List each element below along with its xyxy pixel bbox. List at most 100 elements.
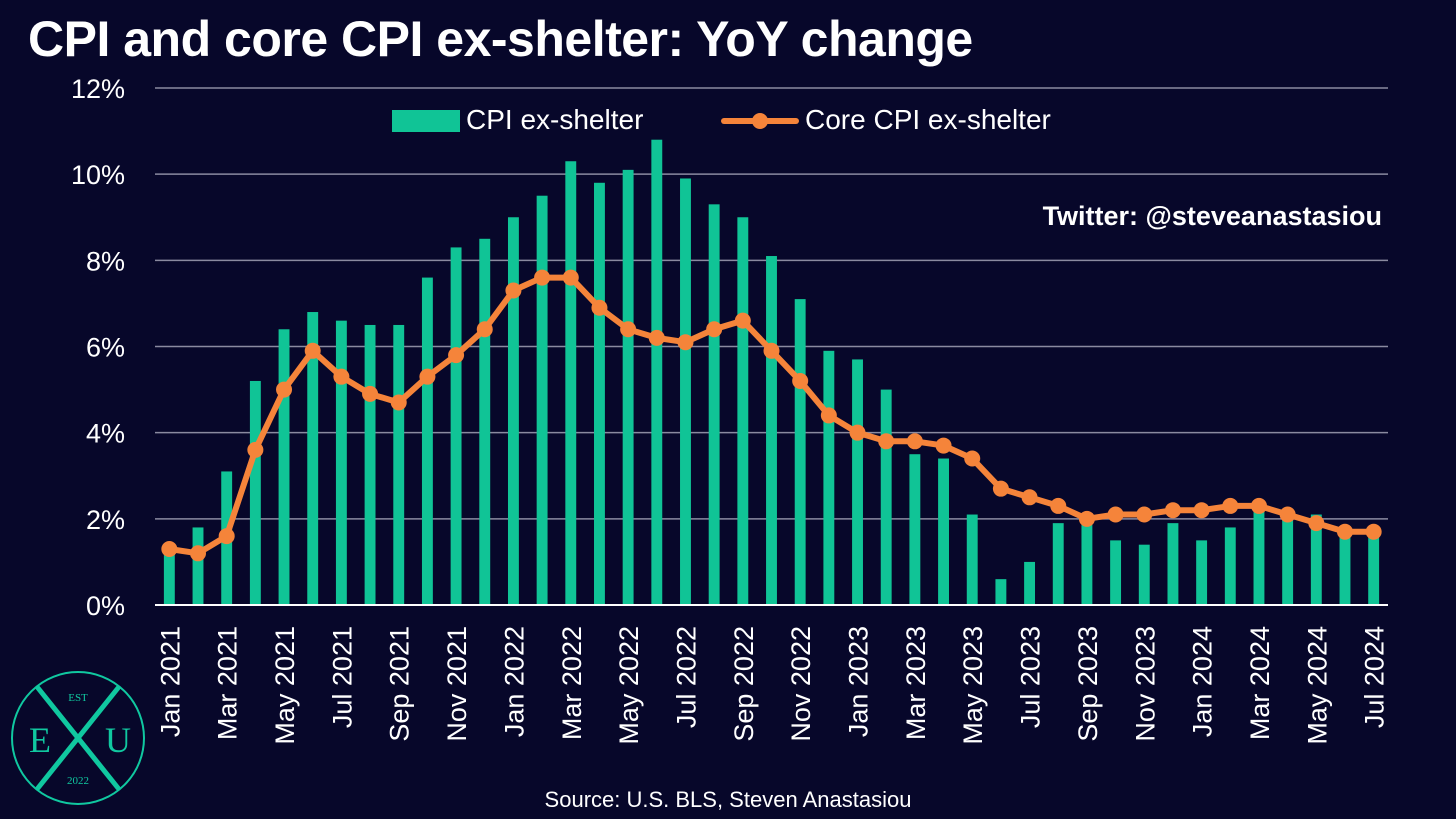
- bar: [852, 359, 863, 605]
- legend-bar-swatch: [392, 110, 460, 132]
- x-tick-label: Mar 2024: [1245, 626, 1275, 740]
- bar: [880, 389, 892, 605]
- line-point: [218, 528, 235, 545]
- line-point: [792, 372, 809, 389]
- line-point: [1078, 510, 1095, 527]
- x-tick-label: Jul 2024: [1360, 626, 1390, 728]
- line-point: [1193, 502, 1210, 519]
- bar: [1052, 523, 1064, 605]
- line-point: [763, 342, 780, 359]
- line-point: [1365, 523, 1382, 540]
- y-tick-label: 4%: [86, 419, 125, 449]
- line-point: [534, 269, 551, 286]
- line-point: [362, 385, 379, 402]
- line-point: [935, 437, 952, 454]
- bar: [938, 458, 949, 605]
- bar: [909, 454, 921, 605]
- bar: [794, 299, 806, 605]
- line-point: [333, 368, 350, 385]
- line-point: [161, 540, 178, 557]
- bar: [1110, 540, 1122, 605]
- line-point: [1021, 489, 1038, 506]
- line-point: [419, 368, 436, 385]
- line-point: [620, 321, 637, 338]
- bar: [1310, 514, 1322, 605]
- bar: [1196, 540, 1208, 605]
- line-point: [992, 480, 1009, 497]
- line-point: [1308, 515, 1325, 532]
- line-point: [849, 424, 866, 441]
- line-series: [161, 269, 1382, 562]
- bar: [995, 579, 1007, 605]
- x-tick-label: Sep 2021: [385, 626, 415, 742]
- bar: [393, 324, 405, 605]
- bar: [823, 350, 835, 605]
- line-point: [390, 394, 407, 411]
- line-point: [304, 342, 321, 359]
- y-axis-ticks: 0% 2% 4% 6% 8% 10% 12%: [71, 74, 125, 621]
- bar-series: [163, 139, 1380, 606]
- bar: [766, 256, 777, 605]
- y-tick-label: 2%: [86, 505, 125, 535]
- line-point: [562, 269, 579, 286]
- bar: [1167, 523, 1179, 605]
- logo-est-text: EST: [68, 692, 88, 704]
- bar: [163, 548, 175, 605]
- line-point: [878, 433, 895, 450]
- line-point: [591, 299, 608, 316]
- line-point: [476, 321, 493, 338]
- line-point: [706, 321, 723, 338]
- bar: [421, 277, 433, 605]
- y-tick-label: 12%: [71, 74, 125, 104]
- bar: [1368, 531, 1380, 605]
- bar: [565, 161, 577, 605]
- bar: [622, 169, 634, 605]
- bar: [450, 247, 462, 606]
- bar: [680, 178, 691, 605]
- x-tick-label: Mar 2022: [557, 626, 587, 740]
- x-tick-label: Jan 2021: [155, 626, 185, 737]
- y-tick-label: 10%: [71, 160, 125, 190]
- bar: [479, 238, 491, 605]
- logo-letter-e: E: [29, 720, 51, 760]
- line-point: [820, 407, 837, 424]
- line-point: [276, 381, 293, 398]
- exu-logo: EST E U 2022: [11, 671, 145, 805]
- bar: [1253, 501, 1265, 605]
- logo-letter-u: U: [105, 720, 131, 760]
- bar: [307, 312, 319, 605]
- line-point: [648, 329, 665, 346]
- bar: [249, 380, 261, 605]
- x-tick-label: Jan 2023: [844, 626, 874, 737]
- line-point: [1164, 502, 1181, 519]
- line-point: [1336, 523, 1353, 540]
- line-point: [448, 347, 465, 364]
- bar: [507, 217, 519, 605]
- bar: [536, 195, 548, 606]
- bar: [192, 527, 204, 605]
- y-tick-label: 0%: [86, 591, 125, 621]
- bar: [1081, 518, 1093, 605]
- x-tick-label: Mar 2023: [901, 626, 931, 740]
- y-tick-label: 8%: [86, 246, 125, 276]
- x-tick-label: May 2021: [270, 626, 300, 745]
- x-tick-label: Jan 2024: [1188, 626, 1218, 737]
- twitter-handle: Twitter: @steveanastasiou: [1042, 201, 1382, 231]
- line-point: [734, 312, 751, 329]
- line-point: [1222, 497, 1239, 514]
- line-point: [1279, 506, 1296, 523]
- x-tick-label: Sep 2022: [729, 626, 759, 742]
- bar: [708, 204, 720, 605]
- legend-line-swatch: [721, 113, 799, 129]
- x-tick-label: Jul 2022: [671, 626, 701, 728]
- x-tick-label: May 2023: [958, 626, 988, 745]
- x-tick-label: Jul 2021: [327, 626, 357, 728]
- line-point: [1107, 506, 1124, 523]
- x-tick-label: Nov 2021: [442, 626, 472, 742]
- legend-label-core-cpi-ex-shelter: Core CPI ex-shelter: [805, 104, 1051, 135]
- bar: [1138, 544, 1150, 605]
- x-tick-label: Nov 2022: [786, 626, 816, 742]
- line-point: [1050, 497, 1067, 514]
- bar: [278, 329, 290, 605]
